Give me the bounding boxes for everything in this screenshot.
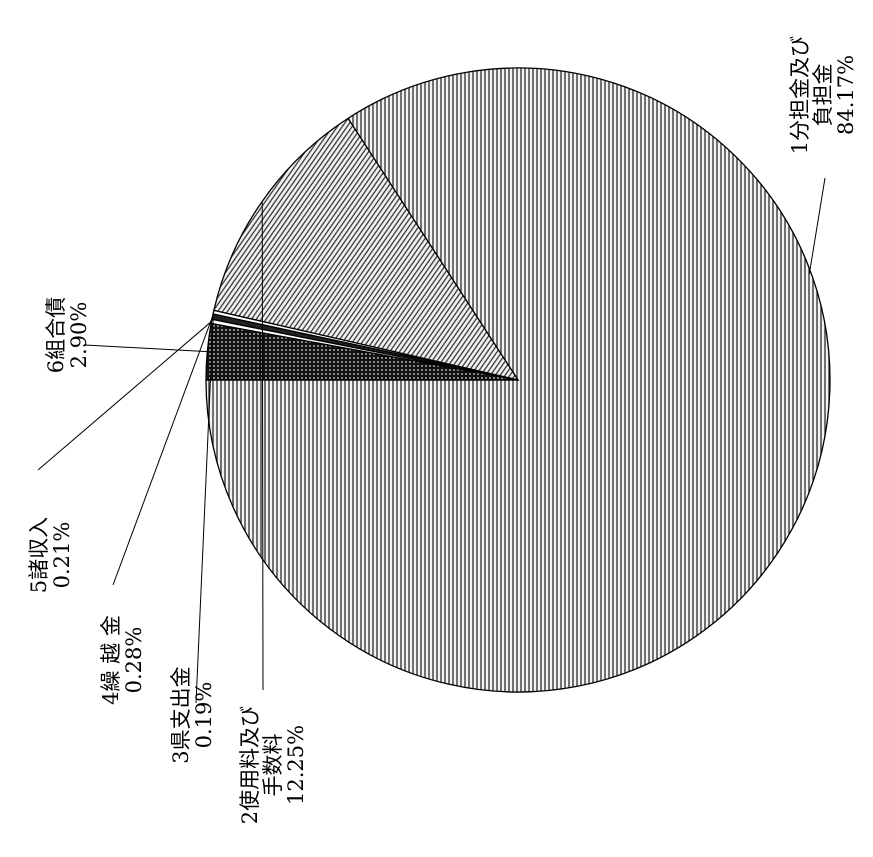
leader-line [112,316,213,586]
slice-value: 0.19% [192,682,216,749]
slice-label: 4繰 越 金0.28% [99,615,146,705]
slice-label: 1分担金及び負担金84.17% [788,36,858,154]
slice-label: 6組合債2.90% [44,297,91,373]
leader-line [84,344,208,353]
slice-name: 4繰 越 金 [99,615,123,705]
slice-value: 12.25% [284,725,308,805]
slice-value: 84.17% [834,55,858,135]
slice-name: 3県支出金 [169,666,193,763]
leader-line [37,321,212,471]
slice-name: 5諸収入 [27,517,51,593]
slice-name: 負担金 [811,64,835,127]
slice-value: 0.21% [50,522,74,589]
leader-line [195,312,214,704]
slice-name: 6組合債 [44,297,68,373]
slice-label: 5諸収入0.21% [27,517,74,593]
slice-name: 手数料 [261,734,285,797]
slice-name: 1分担金及び [788,36,812,154]
slice-label: 2使用料及び手数料12.25% [238,706,308,824]
slice-value: 0.28% [122,627,146,694]
leader-line [808,177,826,275]
slice-name: 2使用料及び [238,706,262,824]
slice-label: 3県支出金0.19% [169,666,216,763]
leader-line [261,201,264,691]
slice-value: 2.90% [67,302,91,369]
